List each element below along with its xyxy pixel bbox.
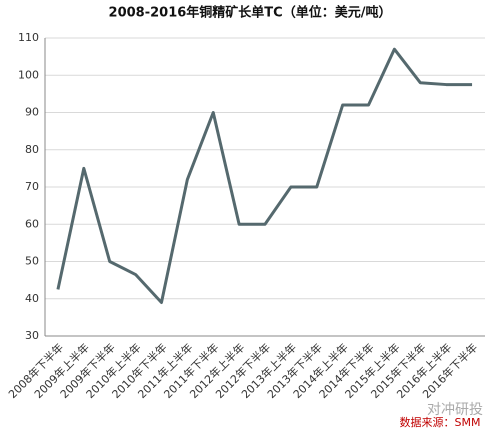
y-tick-label: 100 (18, 68, 39, 81)
watermark: 对冲研投 (427, 402, 483, 418)
y-tick-label: 40 (25, 292, 39, 305)
data-line (56, 47, 473, 304)
y-tick-label: 80 (25, 143, 39, 156)
y-tick-label: 70 (25, 180, 39, 193)
source-note: 数据来源：SMM (400, 415, 481, 429)
chart-title: 2008-2016年铜精矿长单TC（单位：美元/吨） (109, 5, 392, 21)
y-tick-label: 90 (25, 106, 39, 119)
y-tick-label: 30 (25, 329, 39, 342)
y-tick-label: 110 (18, 31, 39, 44)
y-tick-label: 60 (25, 217, 39, 230)
y-tick-label: 50 (25, 255, 39, 268)
